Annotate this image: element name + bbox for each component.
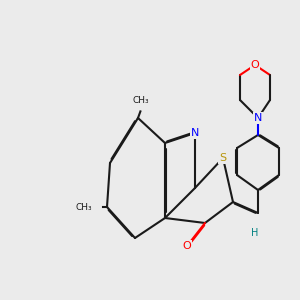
Text: N: N <box>254 113 262 123</box>
Text: CH₃: CH₃ <box>76 202 93 211</box>
Text: H: H <box>251 228 259 238</box>
Text: CH₃: CH₃ <box>132 96 149 105</box>
Text: O: O <box>183 241 191 251</box>
Text: S: S <box>219 153 226 163</box>
Text: N: N <box>191 128 199 138</box>
Text: O: O <box>250 60 260 70</box>
